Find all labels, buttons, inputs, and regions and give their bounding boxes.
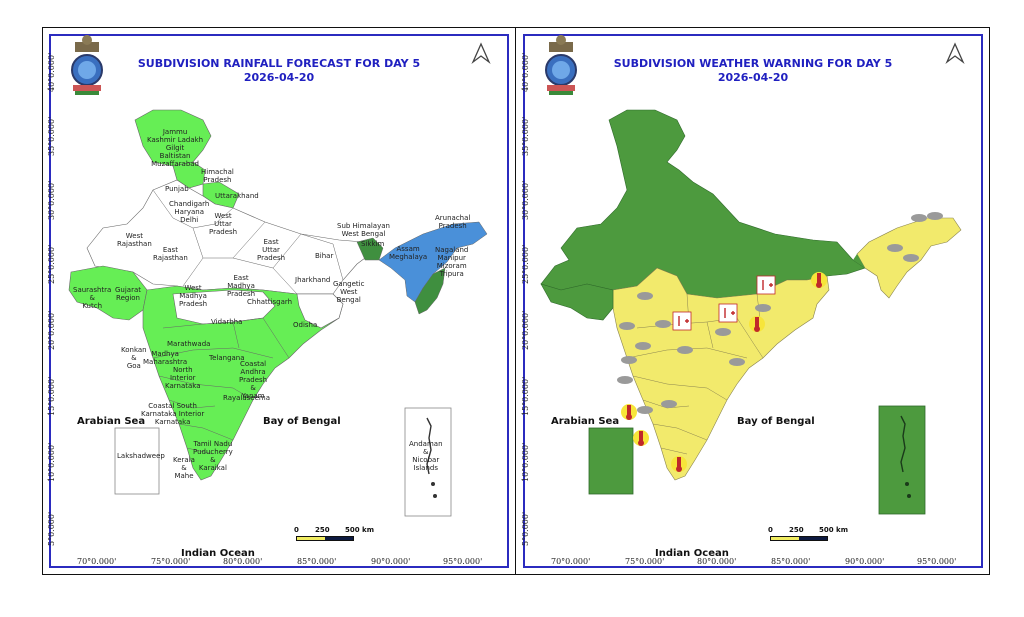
- lat-label: 35°0.000': [521, 116, 530, 156]
- scale-end: 500 km: [819, 526, 848, 534]
- lon-label: 85°0.000': [771, 557, 811, 566]
- lon-label: 80°0.000': [697, 557, 737, 566]
- label-east-up: East Uttar Pradesh: [257, 238, 286, 262]
- inset-label-lakshadweep: Lakshadweep: [117, 452, 165, 460]
- label-kerala: Kerala & Mahe: [173, 456, 195, 480]
- lat-label: 10°0.000': [47, 442, 56, 482]
- thunderstorm-cloud-icon: [617, 212, 943, 414]
- inset-label-andaman: Andaman & Nicobar Islands: [409, 440, 443, 472]
- label-himachal: Himachal Pradesh: [201, 168, 234, 184]
- map-frame: [523, 34, 983, 568]
- lon-label: 75°0.000': [625, 557, 665, 566]
- lat-label: 40°0.000': [47, 52, 56, 92]
- forecast-date: 2026-04-20: [243, 71, 315, 84]
- lat-label: 30°0.000': [47, 180, 56, 220]
- lat-label: 5°0.000': [521, 511, 530, 546]
- label-saurashtra: Saurashtra & Kutch: [73, 286, 112, 310]
- lat-label: 40°0.000': [521, 52, 530, 92]
- scale-zero: 0: [768, 526, 773, 534]
- label-east-rajasthan: East Rajasthan: [153, 246, 188, 262]
- lon-label: 90°0.000': [845, 557, 885, 566]
- map-frame: [49, 34, 509, 568]
- label-bihar: Bihar: [315, 252, 334, 260]
- label-assam: Assam Meghalaya: [389, 245, 428, 261]
- scale-bar: [770, 536, 828, 541]
- lakshadweep-inset: [114, 427, 160, 495]
- scale-mid: 250: [315, 526, 330, 534]
- lat-label: 5°0.000': [47, 511, 56, 546]
- warning-date: 2026-04-20: [717, 71, 789, 84]
- label-madhya-maharashtra: Madhya Maharashtra: [143, 350, 188, 366]
- label-uttarakhand: Uttarakhand: [215, 192, 259, 200]
- lon-label: 85°0.000': [297, 557, 337, 566]
- label-chandigarh: Chandigarh Haryana Delhi: [169, 200, 210, 224]
- label-coastal-andhra: Coastal Andhra Pradesh & Yanam: [239, 360, 268, 400]
- label-jammu-kashmir: Jammu Kashmir Ladakh Gilgit Baltistan Mu…: [147, 128, 204, 168]
- label-gwb: Gangetic West Bengal: [333, 280, 365, 304]
- lon-label: 95°0.000': [917, 557, 957, 566]
- label-chhattisgarh: Chhattisgarh: [247, 298, 293, 306]
- label-punjab: Punjab: [165, 185, 189, 193]
- label-konkan: Konkan & Goa: [121, 346, 147, 370]
- lon-label: 90°0.000': [371, 557, 411, 566]
- lat-label: 30°0.000': [521, 180, 530, 220]
- label-shwb: Sub Himalayan West Bengal: [337, 222, 390, 238]
- sea-label-indian: Indian Ocean: [655, 548, 729, 559]
- lat-label: 10°0.000': [521, 442, 530, 482]
- scale-bar: [296, 536, 354, 541]
- scale-zero: 0: [294, 526, 299, 534]
- sea-label-indian: Indian Ocean: [181, 548, 255, 559]
- temperature-up-icon: [672, 275, 776, 331]
- left-map-graphics: [68, 35, 491, 517]
- sea-label-arabian: Arabian Sea: [77, 416, 146, 427]
- label-odisha: Odisha: [293, 321, 318, 329]
- state-emblem-icon: [545, 35, 577, 95]
- lat-label: 25°0.000': [521, 244, 530, 284]
- sea-label-arabian: Arabian Sea: [551, 416, 620, 427]
- lon-label: 95°0.000': [443, 557, 483, 566]
- state-emblem-icon: [71, 35, 103, 95]
- scale-mid: 250: [789, 526, 804, 534]
- thermometer-icon: [621, 272, 827, 472]
- label-vidarbha: Vidarbha: [211, 318, 243, 326]
- label-marathwada: Marathwada: [167, 340, 211, 348]
- lat-label: 15°0.000': [521, 376, 530, 416]
- sea-label-bay: Bay of Bengal: [263, 416, 341, 427]
- north-arrow-icon: [945, 42, 965, 65]
- right-map-graphics: [540, 35, 965, 515]
- label-tamil-nadu: Tamil Nadu Puducherry & Karaikal: [193, 440, 233, 472]
- page-title: SUBDIVISION RAINFALL FORECAST FOR DAY 5: [137, 57, 421, 70]
- lat-label: 20°0.000': [521, 310, 530, 350]
- label-nik: North Interior Karnataka: [165, 366, 201, 390]
- label-telangana: Telangana: [209, 354, 245, 362]
- label-coastal-south-karnataka: Coastal South Karnataka Interior Karnata…: [141, 402, 205, 426]
- label-gujarat: Gujarat Region: [115, 286, 142, 302]
- label-rayalaseema: Rayalaseema: [223, 394, 271, 402]
- label-sikkim: Sikkim: [361, 240, 385, 248]
- north-arrow-icon: [471, 42, 491, 65]
- lat-label: 15°0.000': [47, 376, 56, 416]
- label-west-rajasthan: West Rajasthan: [117, 232, 152, 248]
- sea-label-bay: Bay of Bengal: [737, 416, 815, 427]
- page-title: SUBDIVISION WEATHER WARNING FOR DAY 5: [613, 57, 893, 70]
- lat-label: 20°0.000': [47, 310, 56, 350]
- lon-label: 70°0.000': [77, 557, 117, 566]
- label-west-up: West Uttar Pradesh: [209, 212, 238, 236]
- map-sheet: SUBDIVISION RAINFALL FORECAST FOR DAY 5 …: [42, 27, 990, 575]
- lon-label: 70°0.000': [551, 557, 591, 566]
- lon-label: 80°0.000': [223, 557, 263, 566]
- label-east-mp: East Madhya Pradesh: [227, 274, 256, 298]
- lakshadweep-inset: [588, 427, 634, 495]
- rainfall-forecast-panel: SUBDIVISION RAINFALL FORECAST FOR DAY 5 …: [43, 28, 516, 574]
- label-west-mp: West Madhya Pradesh: [179, 284, 208, 308]
- label-nmmt: Nagaland Manipur Mizoram Tripura: [435, 246, 469, 278]
- lat-label: 35°0.000': [47, 116, 56, 156]
- lat-label: 25°0.000': [47, 244, 56, 284]
- india-subdivisions: [68, 109, 488, 481]
- scale-end: 500 km: [345, 526, 374, 534]
- label-jharkhand: Jharkhand: [295, 276, 331, 284]
- weather-warning-panel: SUBDIVISION WEATHER WARNING FOR DAY 5 20…: [517, 28, 989, 574]
- lon-label: 75°0.000': [151, 557, 191, 566]
- label-arunachal: Arunachal Pradesh: [435, 214, 471, 230]
